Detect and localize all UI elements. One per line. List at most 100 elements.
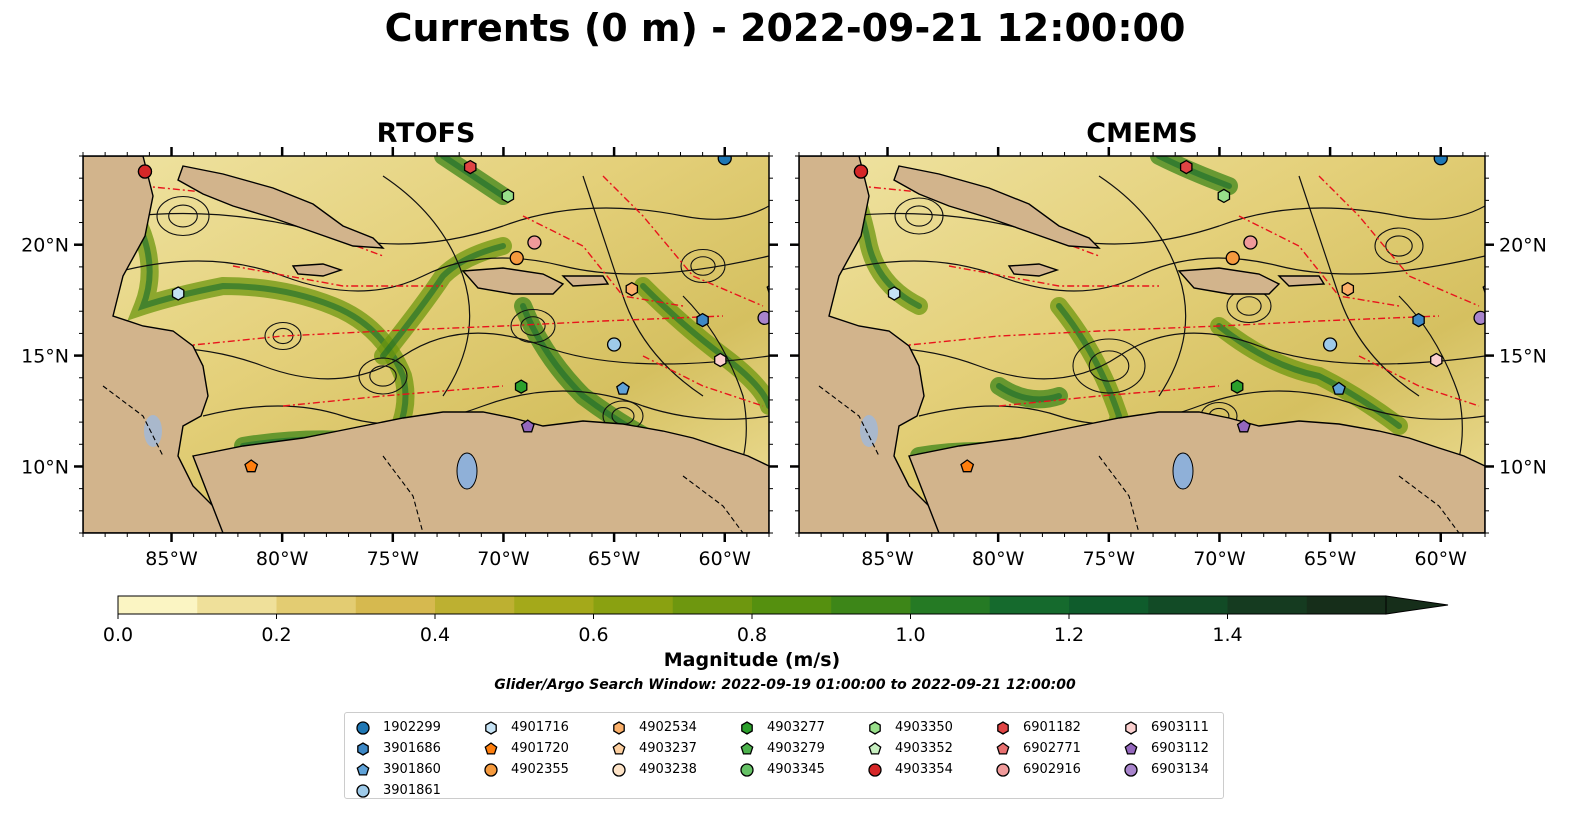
float-marker-6901182 [1179,159,1193,175]
hexagon-marker-icon [1125,720,1137,735]
colorbar-tick-label: 0.2 [261,624,291,646]
eddy-streamline [156,195,210,237]
country-border [102,385,164,457]
legend-item: 4901720 [479,738,569,759]
legend-marker [741,720,753,735]
country-border [1098,455,1140,533]
float-marker-4902355 [509,250,524,266]
colorbar-label: Magnitude (m/s) [663,649,841,671]
legend-column: 6903111 6903112 6903134 [1119,717,1209,780]
legend-marker [869,720,881,735]
hexagon-marker-icon [485,720,497,735]
legend-label: 3901861 [383,783,441,798]
streamline [848,205,1485,245]
legend-item: 4903279 [735,738,825,759]
legend-label: 4903352 [895,741,953,756]
eez-boundary [282,385,504,407]
legend-item: 4903238 [607,759,697,780]
legend-label: 4903350 [895,720,953,735]
legend-label: 6903112 [1151,741,1209,756]
legend-item: 6903111 [1119,717,1209,738]
legend-marker [996,741,1010,755]
circle-marker-icon [484,762,498,777]
land [192,411,769,533]
current-core [440,156,506,199]
circle-marker-icon [356,783,370,798]
pentagon-marker-icon [740,741,754,755]
pentagon-marker-icon [484,741,498,755]
legend-column: 4902534 4903237 4903238 [607,717,697,780]
lat-tick-label: 15°N [21,346,69,368]
eez-boundary [998,385,1220,407]
legend-marker [868,762,882,777]
colorbar-segment [1069,596,1149,614]
circle-marker-icon [740,762,754,777]
land [1177,267,1281,295]
lat-tick-label: 20°N [1499,235,1547,257]
float-marker-6903111 [714,352,727,368]
eddy-streamline [358,357,408,395]
colorbar-segment [197,596,277,614]
legend-item: 6902916 [991,759,1081,780]
legend-marker [996,762,1010,777]
legend-item: 4902534 [607,717,697,738]
pentagon-marker-icon [356,762,370,776]
hexagon-marker-icon [869,720,881,735]
colorbar-tick-label: 1.2 [1054,624,1084,646]
circle-marker-icon [1124,762,1138,777]
float-marker-4901720 [960,459,975,473]
legend-marker [357,741,369,756]
streamline [132,205,769,245]
lake-nicaragua [860,415,878,447]
eez-boundary [1238,215,1400,307]
legend-item: 3901861 [351,780,441,801]
circle-marker-icon [868,762,882,777]
lat-tick-label: 15°N [1499,346,1547,368]
colorbar-tick-label: 1.4 [1212,624,1242,646]
colorbar-tick-label: 0.4 [420,624,450,646]
land [1277,275,1326,287]
land [177,165,385,249]
float-marker-3901686 [1412,312,1425,328]
hexagon-marker-icon [997,720,1009,735]
legend-marker [613,720,625,735]
colorbar-tick-label: 0.0 [103,624,133,646]
country-border [818,385,880,457]
lon-tick-label: 85°W [861,548,914,570]
colorbar-segment [435,596,515,614]
legend-marker [740,762,754,777]
float-marker-4903354 [137,164,153,179]
circle-marker-icon [356,720,370,735]
pentagon-marker-icon [996,741,1010,755]
legend-label: 4901716 [511,720,569,735]
eddy-streamline [369,365,397,387]
legend-marker [1124,762,1138,777]
float-marker-6903112 [1236,419,1251,433]
float-marker-3901686 [696,312,709,328]
float-marker-4901716 [171,286,185,301]
float-marker-6903112 [520,419,535,433]
float-marker-3901860 [616,381,630,395]
legend-column: 6901182 6902771 6902916 [991,717,1081,780]
legend-item: 4903350 [863,717,953,738]
legend-item: 1902299 [351,717,441,738]
search-window-note: Glider/Argo Search Window: 2022-09-19 01… [494,677,1076,693]
colorbar-tick-label: 1.0 [895,624,925,646]
legend-label: 4903237 [639,741,697,756]
eddy-streamline [264,321,302,351]
colorbar-segment [355,596,436,614]
colorbar-segment [276,596,357,614]
legend-label: 6903111 [1151,720,1209,735]
eez-boundary [948,265,1159,287]
colorbar-extend-arrow [1385,595,1449,615]
legend-item: 4903237 [607,738,697,759]
eddy-streamline [1374,227,1424,265]
streamline [818,255,1485,292]
circle-marker-icon [612,762,626,777]
float-marker-4902534 [1341,281,1355,297]
legend-item: 4903352 [863,738,953,759]
float-marker-4903350 [1217,188,1231,204]
float-marker-4903354 [853,164,869,179]
legend-item: 6902771 [991,738,1081,759]
